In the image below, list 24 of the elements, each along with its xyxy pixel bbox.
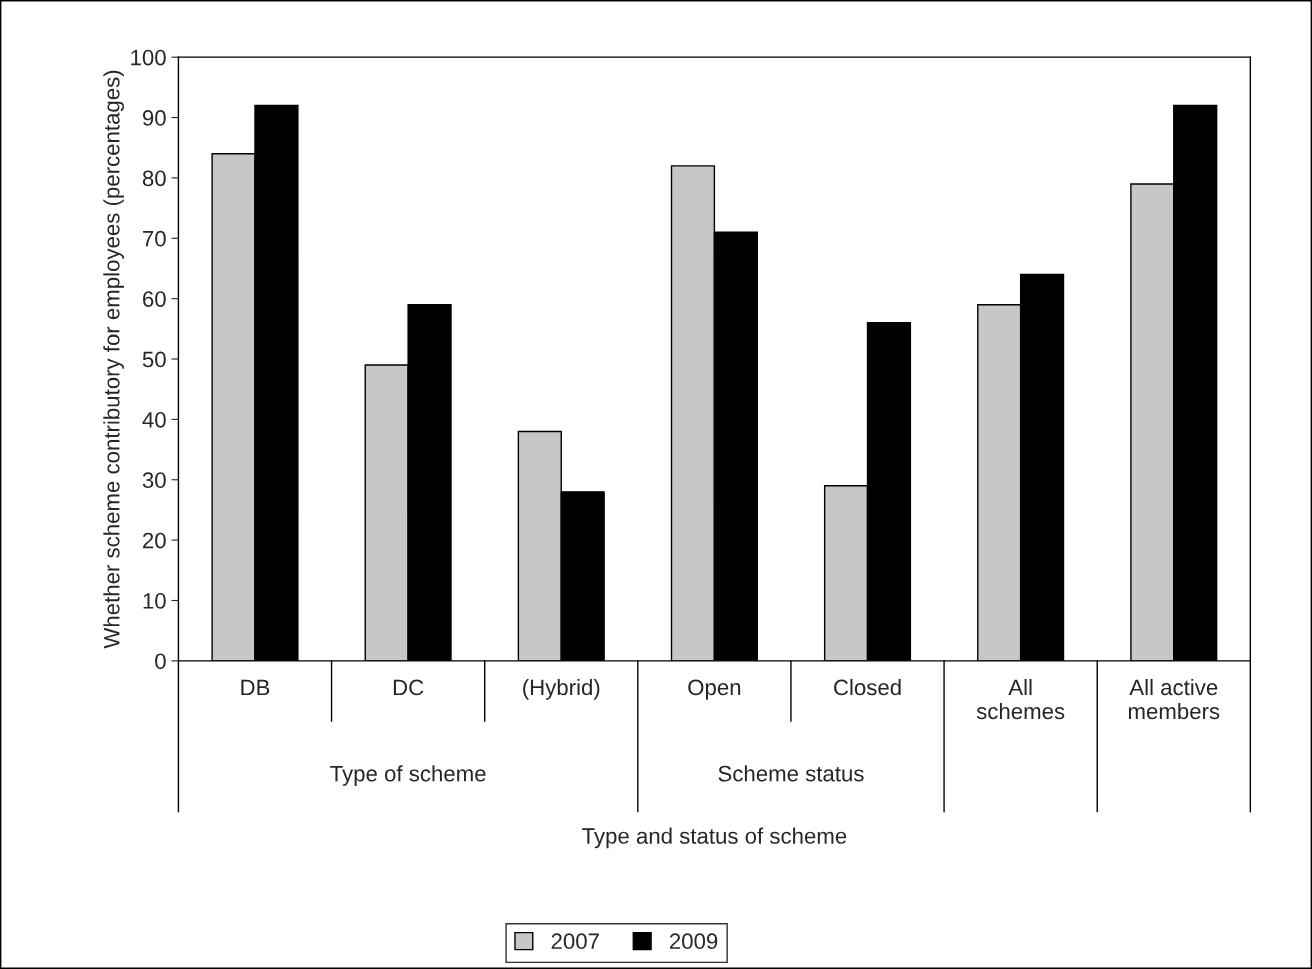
- y-tick-label: 80: [142, 170, 166, 187]
- y-tick-label: 60: [143, 291, 166, 307]
- legend-label: 2007: [551, 933, 599, 950]
- y-tick-label: 90: [142, 110, 166, 126]
- x-tick-label: DC: [393, 679, 424, 696]
- text: Scheme status: [718, 765, 864, 782]
- x-tick-label: Closed: [834, 678, 901, 696]
- y-tick-label: 30: [142, 472, 166, 489]
- y-tick-label: 40: [142, 411, 166, 428]
- x-tick-label: All schemes: [976, 678, 1065, 720]
- y-tick-label: 10: [143, 593, 166, 609]
- x-tick-label: Open: [688, 679, 741, 700]
- y-tick-label: 0: [155, 653, 166, 670]
- y-tick-label: 70: [143, 230, 166, 247]
- x-tick-label: DB: [241, 679, 270, 696]
- y-axis-title: Whether scheme contributory for employees (percentages): [103, 70, 124, 649]
- text: Type of scheme: [330, 765, 486, 786]
- y-tick-label: 100: [131, 49, 166, 66]
- x-tick-label: (Hybrid): [523, 678, 600, 700]
- x-axis-title: Type and status of scheme: [582, 827, 847, 849]
- x-tick-label: All active members: [1128, 678, 1220, 720]
- y-tick-label: 20: [143, 532, 166, 549]
- y-tick-label: 50: [142, 351, 166, 368]
- legend-label: 2009: [669, 933, 718, 950]
